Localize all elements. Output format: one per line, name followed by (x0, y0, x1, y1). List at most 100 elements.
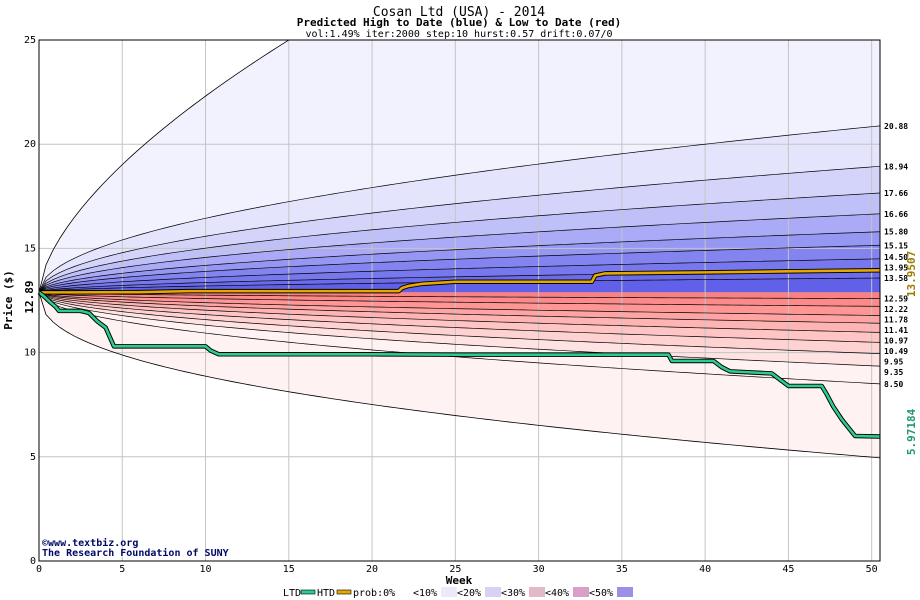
level-label: 11.41 (884, 326, 908, 335)
x-tick-label: 50 (866, 564, 878, 575)
upper-band (39, 213, 880, 293)
quantile-curve (39, 292, 880, 299)
level-label: 10.49 (884, 347, 908, 356)
simulation-params: vol:1.49% iter:2000 step:10 hurst:0.57 d… (305, 29, 612, 40)
x-tick-label: 10 (200, 564, 212, 575)
quantile-curve (39, 292, 880, 343)
credit-line-1: ©www.textbiz.org (42, 537, 138, 549)
upper-band (39, 125, 880, 293)
ltd-line (38, 291, 881, 438)
legend-prob-bucket: <50% (589, 588, 613, 599)
legend-prob-swatch (397, 587, 413, 597)
y-tick-label: 25 (24, 35, 36, 46)
lower-band (39, 292, 880, 458)
series-lines (37, 268, 881, 439)
level-label: 14.50 (884, 253, 908, 262)
legend: LTD HTD prob:0% <10% <20% <30% <40% <50% (283, 587, 633, 599)
level-label: 15.15 (884, 241, 908, 250)
quantile-curve (39, 192, 880, 293)
htd-final-label: 13.9507 (905, 251, 918, 297)
x-tick-labels: 0 5 10 15 20 25 30 35 40 45 50 (36, 564, 878, 575)
credit-url: www.textbiz.org (48, 537, 138, 549)
level-label: 18.94 (884, 162, 908, 171)
quantile-curve (39, 292, 880, 307)
legend-ltd-label: LTD (283, 588, 301, 599)
upper-band (39, 231, 880, 293)
legend-prob-swatch (441, 587, 457, 597)
quantile-curve (39, 213, 880, 293)
quantile-curve (39, 258, 880, 293)
y-tick-label: 5 (30, 452, 36, 463)
quantile-curve (39, 244, 880, 293)
ltd-final-label: 5.97184 (905, 408, 918, 455)
upper-band (39, 40, 880, 293)
level-label: 16.66 (884, 210, 908, 219)
level-label: 17.66 (884, 189, 908, 198)
level-label: 12.22 (884, 305, 908, 314)
legend-prob-bucket: <40% (545, 588, 569, 599)
quantile-curve (39, 231, 880, 293)
upper-band (39, 245, 880, 293)
outer-lower-curve (39, 292, 880, 459)
x-tick-label: 25 (449, 564, 461, 575)
upper-band (39, 192, 880, 293)
level-label: 10.97 (884, 337, 908, 346)
x-tick-label: 15 (283, 564, 295, 575)
level-label: 8.50 (884, 380, 903, 389)
level-label: 15.80 (884, 228, 908, 237)
chart-subtitle: Predicted High to Date (blue) & Low to D… (297, 16, 622, 29)
plot-frame (38, 39, 881, 562)
y-tick-label: 10 (24, 348, 36, 359)
legend-ltd-swatch (300, 589, 316, 595)
x-tick-label: 0 (36, 564, 42, 575)
quantile-curve (39, 292, 880, 367)
y-tick-labels: 0 5 10 15 20 25 (24, 35, 36, 567)
legend-htd-swatch (336, 589, 352, 595)
legend-prob-swatch (573, 587, 589, 597)
quantile-curve (39, 165, 880, 293)
legend-prob-swatch (529, 587, 545, 597)
quantile-curve (39, 292, 880, 385)
x-axis-label: Week (446, 574, 473, 587)
x-tick-label: 40 (699, 564, 711, 575)
x-tick-label: 35 (616, 564, 628, 575)
level-label: 13.95 (884, 263, 908, 272)
copyright-symbol: © (42, 538, 49, 549)
quantile-curve (39, 292, 880, 324)
quantile-curve (39, 125, 880, 293)
legend-htd-label: HTD (317, 588, 335, 599)
level-label: 11.78 (884, 316, 908, 325)
htd-line (39, 268, 881, 294)
lower-band (39, 292, 880, 354)
start-price-label: 12.89 (23, 280, 36, 313)
upper-band (39, 258, 880, 293)
outer-upper-curve (39, 40, 290, 293)
lower-band (39, 292, 880, 316)
quantile-curve (39, 292, 880, 354)
lower-band (39, 292, 880, 307)
x-tick-label: 5 (119, 564, 125, 575)
x-tick-label: 45 (782, 564, 794, 575)
y-tick-label: 20 (24, 139, 36, 150)
lower-band (39, 292, 880, 299)
lower-band (39, 292, 880, 367)
level-label: 13.58 (884, 274, 908, 283)
upper-band (39, 166, 880, 293)
y-axis-label: Price ($) (2, 270, 15, 330)
legend-prob-bucket: <10% (413, 588, 437, 599)
upper-band (39, 277, 880, 293)
lower-band (39, 292, 880, 333)
legend-prob-bucket: <30% (501, 588, 525, 599)
legend-prob-label: prob:0% (353, 588, 395, 599)
y-tick-label: 0 (30, 556, 36, 567)
chart-title: Cosan Ltd (USA) - 2014 (373, 5, 545, 20)
x-tick-label: 30 (533, 564, 545, 575)
lower-band (39, 292, 880, 324)
x-tick-label: 20 (366, 564, 378, 575)
y-tick-label: 15 (24, 243, 36, 254)
quantile-curve (39, 292, 880, 333)
level-label: 12.59 (884, 295, 908, 304)
level-label: 20.88 (884, 122, 908, 131)
